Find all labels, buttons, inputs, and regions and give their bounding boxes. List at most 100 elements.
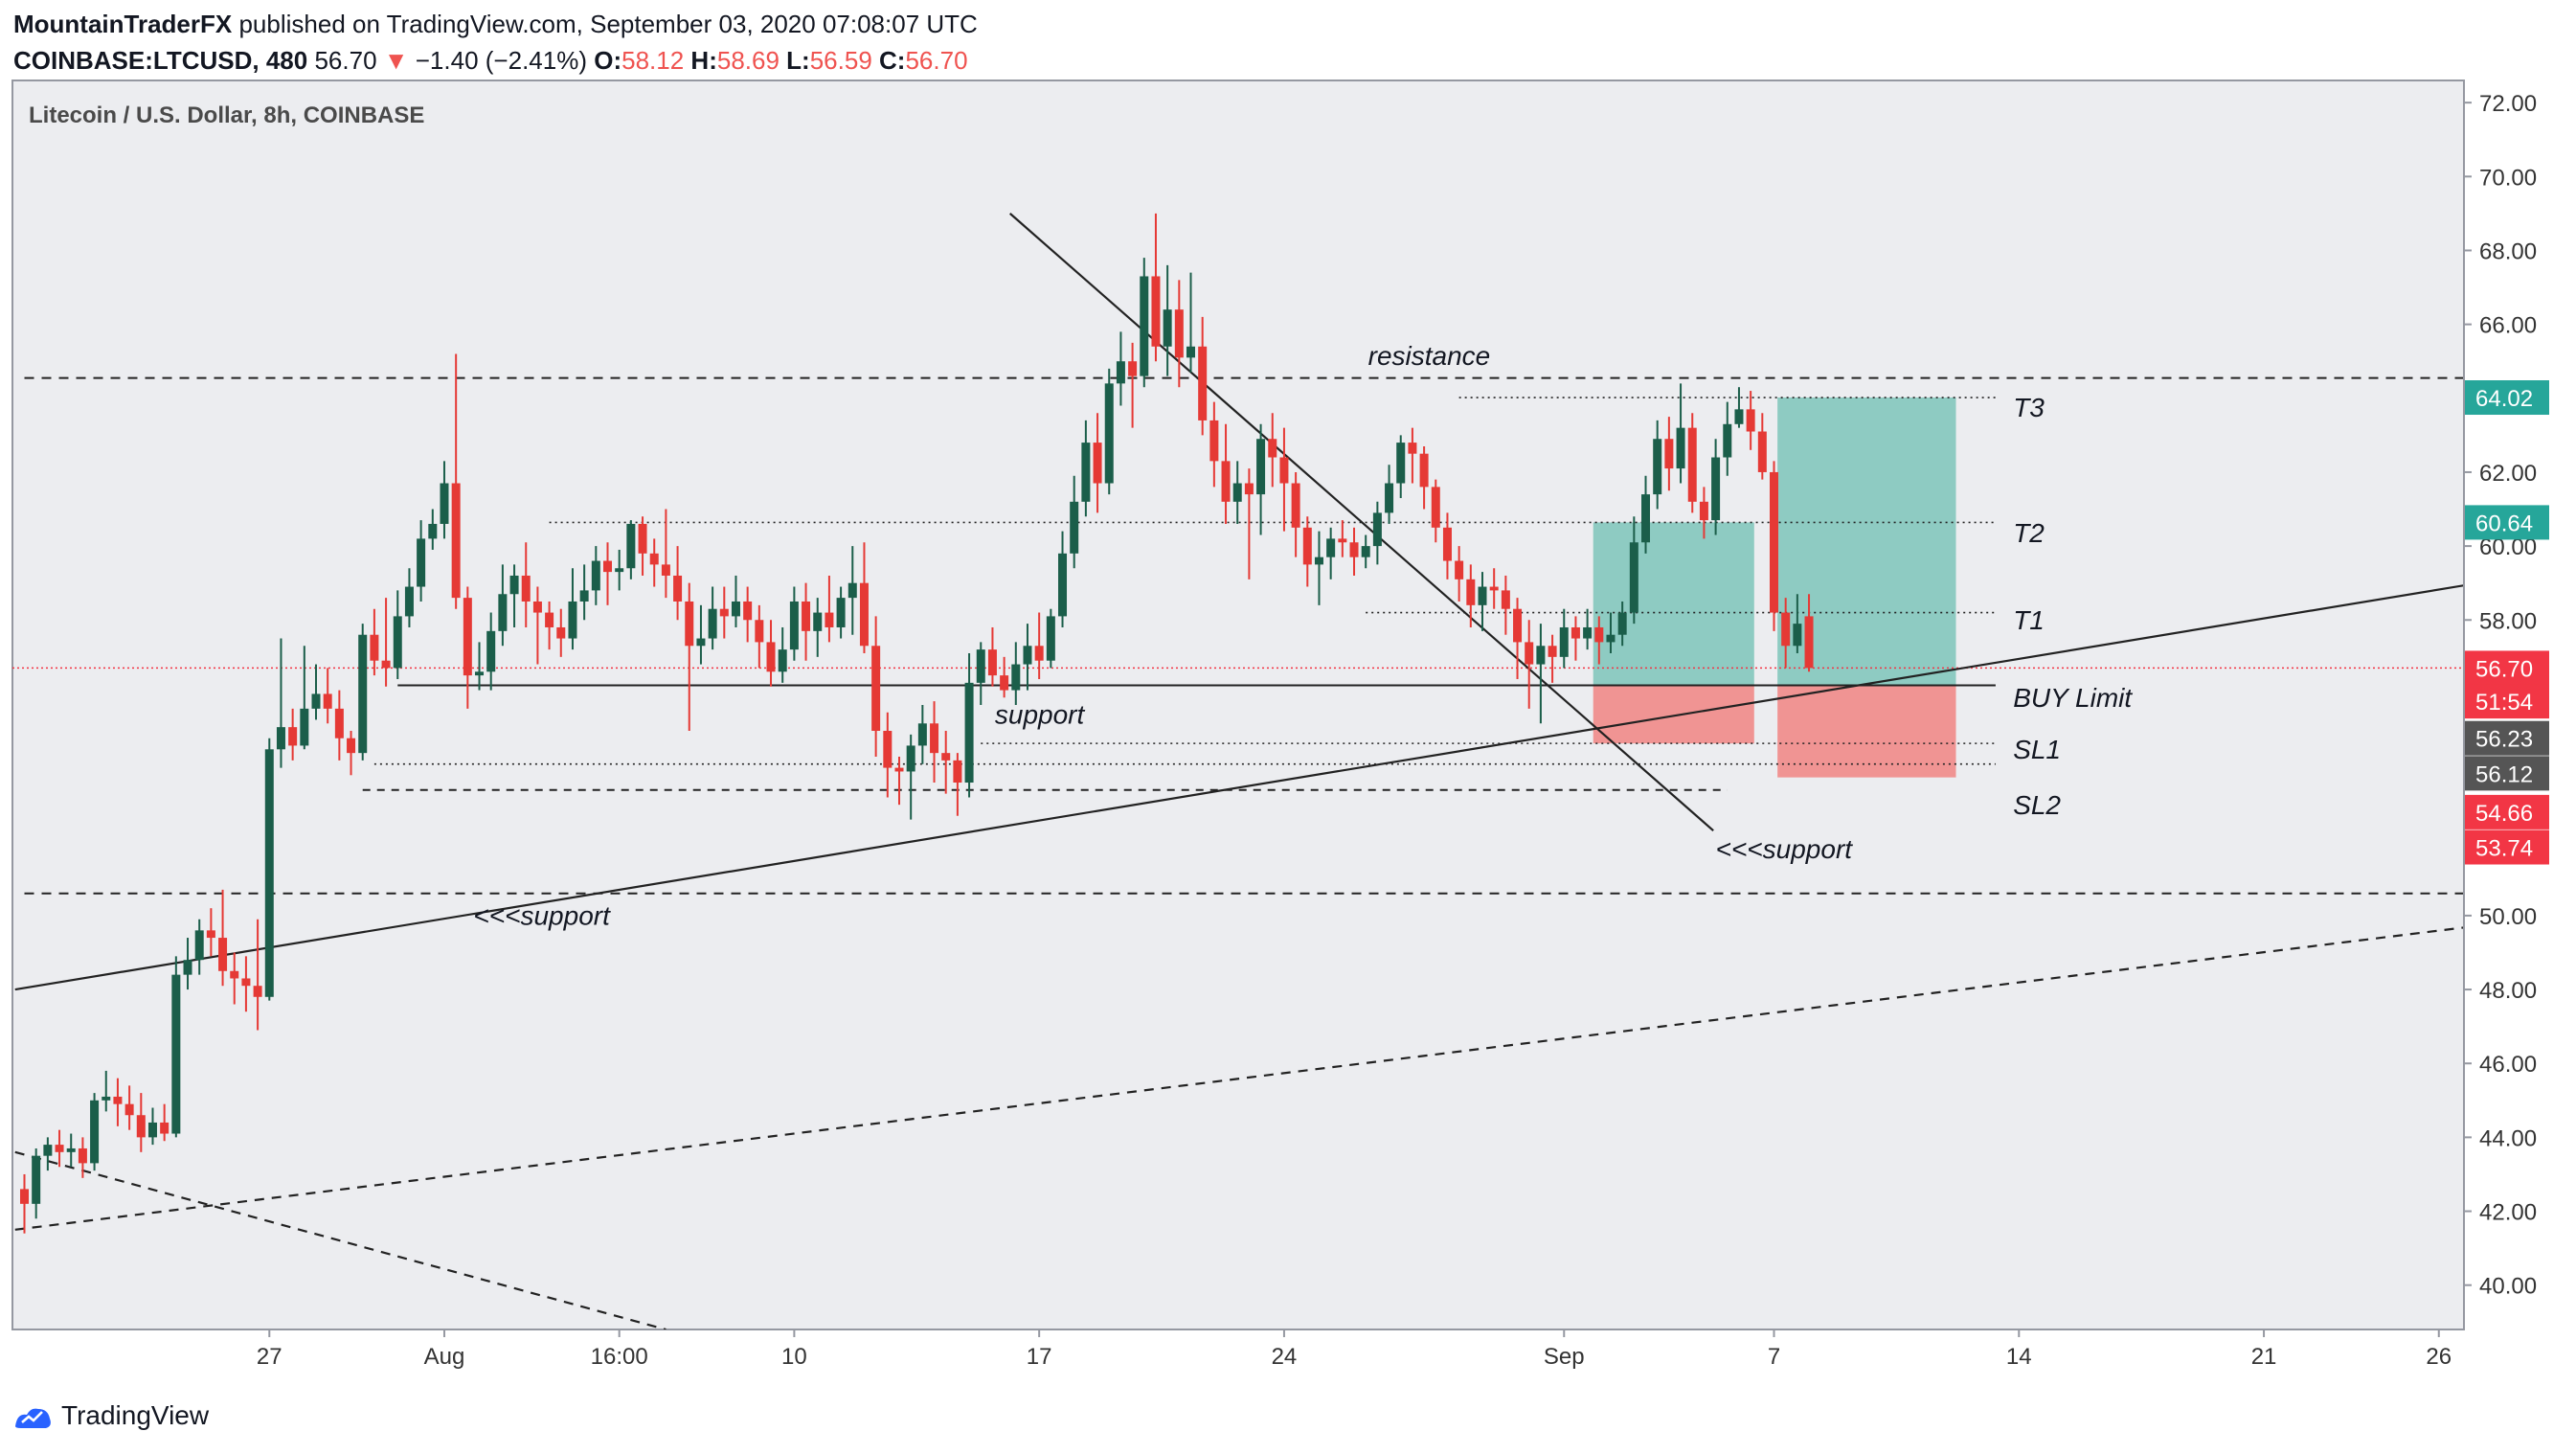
candle[interactable] (440, 461, 449, 539)
candle[interactable] (66, 1133, 76, 1168)
candle[interactable] (719, 586, 729, 639)
candle[interactable] (509, 564, 519, 627)
candle[interactable] (1361, 534, 1370, 569)
candle[interactable] (638, 516, 647, 576)
candle[interactable] (1734, 387, 1744, 428)
candle[interactable] (1746, 391, 1755, 450)
candle[interactable] (451, 353, 461, 609)
candle[interactable] (1000, 656, 1009, 698)
candle[interactable] (1046, 608, 1055, 669)
candle[interactable] (1081, 420, 1091, 517)
candle[interactable] (1804, 594, 1814, 672)
candle[interactable] (1011, 642, 1021, 705)
candle[interactable] (1128, 342, 1138, 428)
candle[interactable] (1209, 401, 1219, 488)
candle[interactable] (113, 1078, 123, 1126)
candle[interactable] (171, 956, 181, 1138)
candle[interactable] (404, 568, 414, 627)
candle[interactable] (1711, 439, 1721, 535)
candle[interactable] (755, 604, 764, 669)
candle[interactable] (1291, 471, 1300, 557)
candle[interactable] (1606, 612, 1616, 653)
candle[interactable] (486, 612, 496, 691)
candle[interactable] (1687, 413, 1697, 513)
candle[interactable] (1338, 520, 1347, 557)
candle[interactable] (579, 564, 589, 621)
price-label[interactable]: 54.66 (2465, 794, 2549, 829)
candle[interactable] (300, 646, 309, 750)
candle[interactable] (1232, 461, 1242, 524)
candle[interactable] (370, 608, 379, 676)
price-label[interactable]: 53.74 (2465, 829, 2549, 865)
candle[interactable] (1676, 383, 1685, 484)
plot-area[interactable] (11, 80, 2465, 1330)
candle[interactable] (673, 546, 683, 621)
price-label[interactable]: 64.02 (2465, 380, 2549, 416)
candle[interactable] (1723, 401, 1732, 476)
candle[interactable] (1034, 612, 1044, 679)
ascending-trendline[interactable] (14, 564, 2576, 991)
author-name[interactable]: MountainTraderFX (13, 10, 233, 38)
candle[interactable] (55, 1129, 64, 1168)
candle[interactable] (1244, 468, 1254, 579)
lower-channel-line[interactable] (14, 912, 2576, 1231)
position-1-target[interactable] (1593, 522, 1754, 686)
candle[interactable] (1548, 634, 1557, 683)
candle[interactable] (708, 586, 717, 650)
candle[interactable] (930, 701, 939, 784)
candle[interactable] (953, 753, 962, 816)
candle[interactable] (1455, 546, 1464, 602)
candle[interactable] (1757, 413, 1767, 480)
candle[interactable] (147, 1107, 157, 1146)
candle[interactable] (1070, 475, 1079, 569)
candle[interactable] (615, 549, 624, 591)
old-descending-line[interactable] (14, 1150, 667, 1329)
time-axis[interactable]: 27 Aug 16:00 10 17 24 Sep 7 14 21 26 (257, 1329, 2452, 1370)
candle[interactable] (206, 908, 215, 957)
candle[interactable] (1163, 264, 1172, 376)
candle[interactable] (1536, 624, 1546, 724)
candle[interactable] (498, 564, 508, 647)
candle[interactable] (288, 708, 298, 761)
candle[interactable] (417, 520, 426, 602)
candle[interactable] (987, 626, 997, 687)
candle[interactable] (1641, 475, 1651, 554)
position-2-stop[interactable] (1777, 685, 1956, 778)
candle[interactable] (276, 638, 285, 768)
price-label[interactable]: 60.64 (2465, 505, 2549, 540)
candle[interactable] (264, 738, 274, 1001)
candle[interactable] (1419, 445, 1429, 510)
candle[interactable] (230, 952, 239, 1005)
candle[interactable] (428, 509, 438, 550)
candle[interactable] (218, 889, 228, 987)
candle[interactable] (1466, 564, 1476, 627)
candle[interactable] (20, 1173, 29, 1234)
candle[interactable] (1781, 598, 1791, 669)
candle[interactable] (1302, 516, 1312, 587)
candle[interactable] (964, 652, 974, 798)
candle[interactable] (381, 598, 391, 687)
candle[interactable] (906, 734, 915, 820)
candle[interactable] (917, 705, 927, 764)
candle[interactable] (358, 624, 368, 761)
candle[interactable] (836, 586, 846, 639)
candle[interactable] (1116, 331, 1125, 406)
tradingview-logo-icon[interactable] (13, 1401, 54, 1430)
candle[interactable] (603, 542, 612, 605)
candle[interactable] (1501, 575, 1510, 635)
candle[interactable] (1583, 608, 1593, 650)
candle[interactable] (1279, 427, 1289, 532)
candle[interactable] (1140, 258, 1149, 388)
candle[interactable] (334, 690, 344, 761)
candle[interactable] (766, 620, 776, 687)
candle[interactable] (1174, 280, 1184, 388)
candle[interactable] (1058, 531, 1068, 627)
candle[interactable] (532, 586, 542, 665)
candle[interactable] (124, 1085, 134, 1130)
candle[interactable] (626, 520, 636, 579)
candle[interactable] (241, 956, 251, 1012)
candle[interactable] (778, 626, 787, 683)
candle[interactable] (685, 582, 694, 732)
symbol-label[interactable]: COINBASE:LTCUSD, 480 (13, 46, 308, 75)
candle[interactable] (731, 575, 740, 627)
